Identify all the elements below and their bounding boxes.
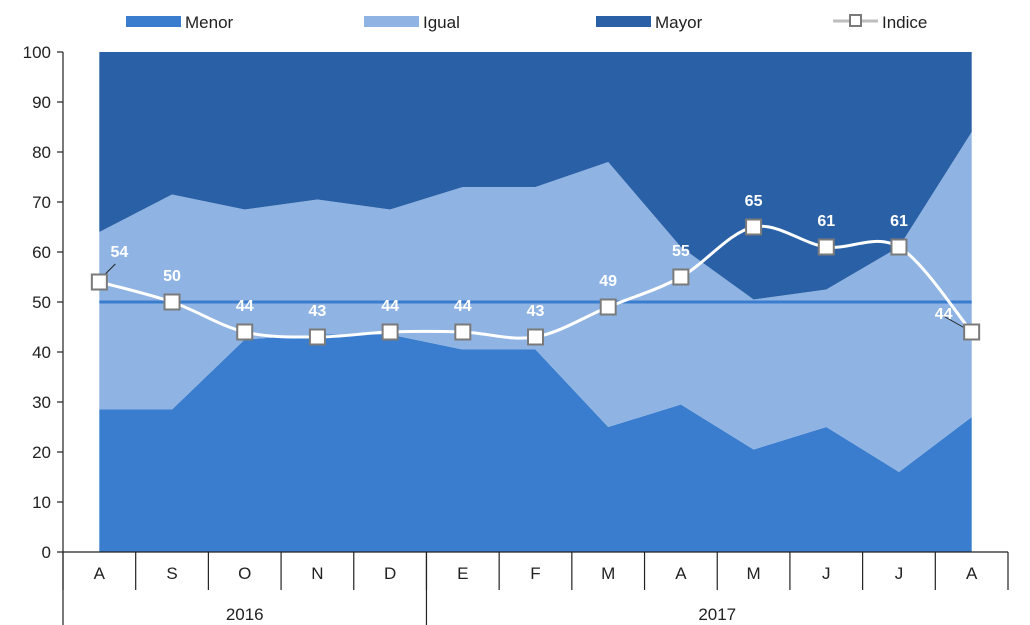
index-data-label: 44	[935, 306, 953, 323]
index-marker	[817, 238, 835, 256]
x-tick-label: N	[311, 564, 323, 583]
x-tick-label: A	[675, 564, 687, 583]
y-tick-label: 10	[32, 493, 51, 512]
x-tick-label: A	[94, 564, 106, 583]
legend-label: Indice	[882, 13, 927, 32]
index-marker	[163, 293, 181, 311]
legend-label: Menor	[185, 13, 234, 32]
index-marker	[90, 273, 108, 291]
index-marker	[745, 218, 763, 236]
legend: Menor Igual Mayor Indice	[126, 13, 927, 32]
y-axis-ticks: 0 10 20 30 40 50 60 70 80 90 100	[23, 43, 63, 562]
index-data-label: 55	[672, 243, 690, 260]
y-tick-label: 20	[32, 443, 51, 462]
y-tick-label: 60	[32, 243, 51, 262]
index-data-label: 61	[890, 213, 908, 230]
legend-label: Igual	[423, 13, 460, 32]
x-tick-label: J	[822, 564, 831, 583]
index-marker	[454, 323, 472, 341]
year-label: 2017	[698, 605, 736, 624]
index-data-label: 44	[236, 298, 254, 315]
x-tick-label: O	[238, 564, 251, 583]
y-tick-label: 50	[32, 293, 51, 312]
index-marker	[599, 298, 617, 316]
legend-swatch-mayor	[596, 16, 651, 27]
legend-marker-index	[849, 14, 862, 27]
x-tick-label: J	[895, 564, 904, 583]
index-marker	[963, 323, 981, 341]
area-mayor	[99, 52, 972, 300]
index-data-label: 43	[527, 303, 545, 320]
index-data-label: 54	[110, 244, 128, 261]
index-data-label: 61	[817, 213, 835, 230]
axes	[62, 52, 1008, 625]
index-marker	[308, 328, 326, 346]
index-data-label: 50	[163, 268, 181, 285]
index-data-label: 44	[454, 298, 472, 315]
x-tick-label: A	[966, 564, 978, 583]
area-menor	[99, 334, 972, 552]
y-tick-label: 70	[32, 193, 51, 212]
y-tick-label: 40	[32, 343, 51, 362]
legend-swatch-igual	[364, 16, 419, 27]
year-label: 2016	[226, 605, 264, 624]
index-marker	[527, 328, 544, 346]
index-data-label: 65	[745, 193, 763, 210]
index-marker	[890, 238, 908, 256]
x-tick-label: M	[601, 564, 615, 583]
index-data-label: 49	[599, 273, 617, 290]
index-marker	[236, 323, 254, 341]
index-marker	[672, 268, 690, 286]
y-tick-label: 100	[23, 43, 51, 62]
legend-label: Mayor	[655, 13, 703, 32]
y-tick-label: 0	[42, 543, 51, 562]
y-tick-label: 30	[32, 393, 51, 412]
x-tick-label: E	[457, 564, 468, 583]
index-marker	[381, 323, 399, 341]
y-tick-label: 80	[32, 143, 51, 162]
index-series: 54 50 44 43 44 44 43 49 55 65 61 61 44	[90, 193, 981, 346]
x-tick-label: S	[166, 564, 177, 583]
year-labels: 2016 2017	[226, 552, 736, 625]
index-data-label: 43	[309, 303, 327, 320]
legend-swatch-menor	[126, 16, 181, 27]
x-tick-label: F	[530, 564, 540, 583]
x-tick-label: D	[384, 564, 396, 583]
y-tick-label: 90	[32, 93, 51, 112]
stacked-areas	[99, 52, 972, 552]
label-leader-line	[941, 314, 965, 329]
x-tick-label: M	[746, 564, 760, 583]
index-data-label: 44	[381, 298, 399, 315]
